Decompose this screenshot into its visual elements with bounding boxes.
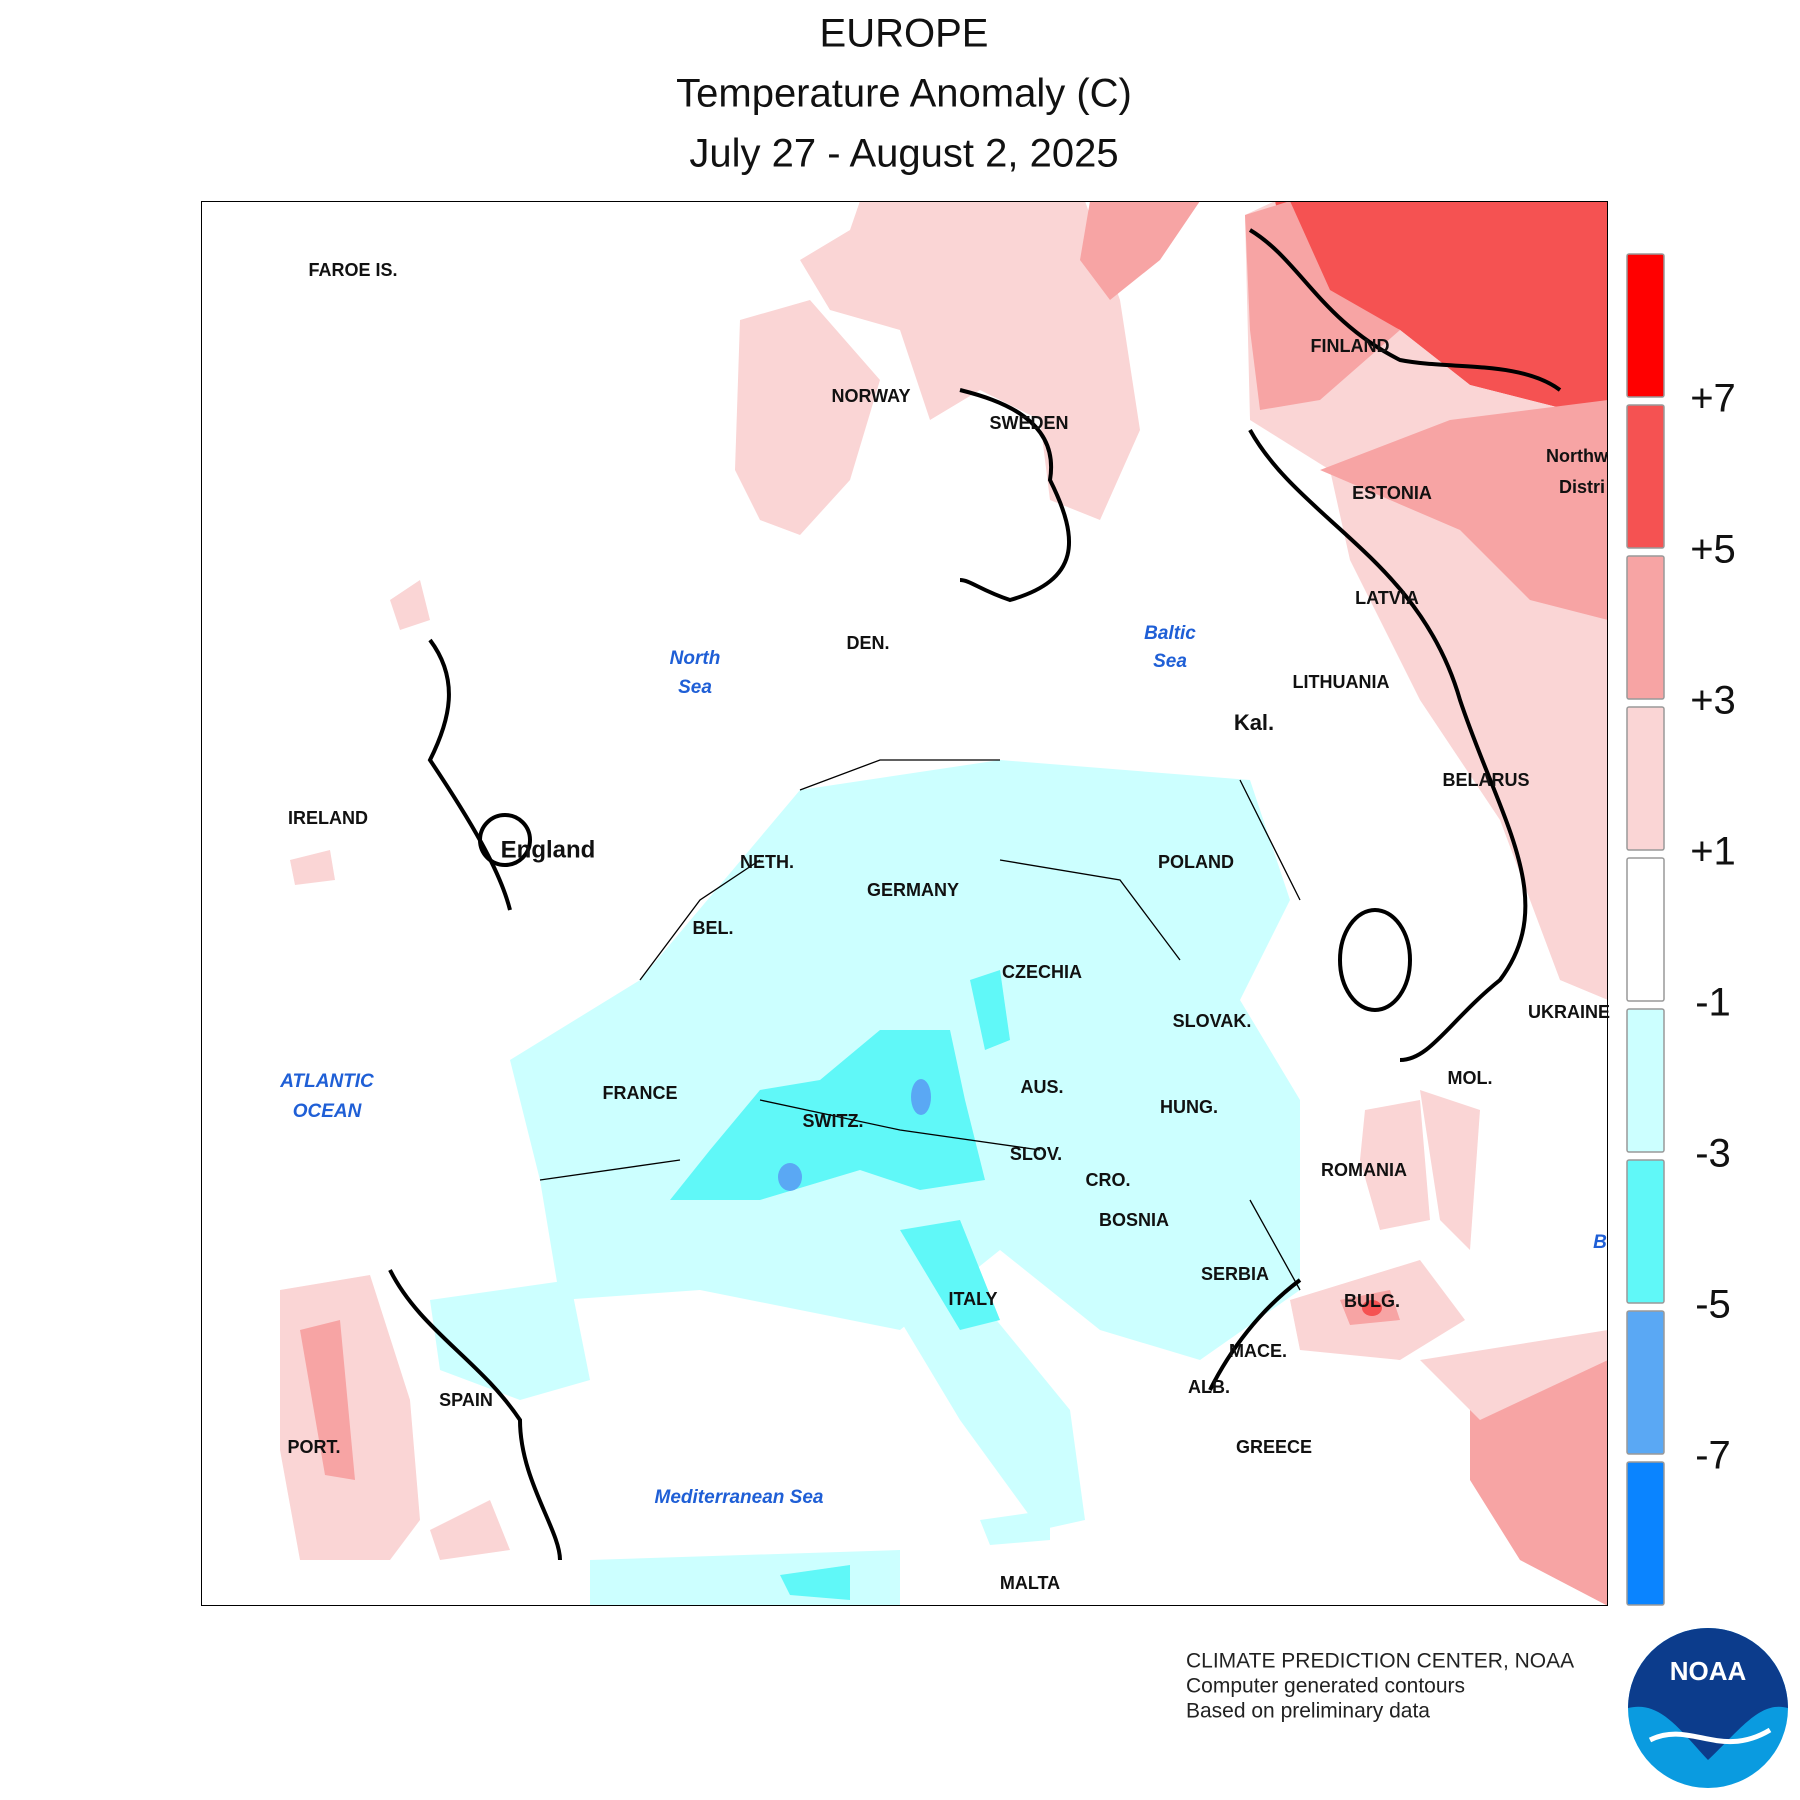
place-label: SWITZ.	[803, 1111, 864, 1131]
anomaly-region	[1275, 201, 1608, 420]
place-label: SLOV.	[1010, 1144, 1062, 1164]
sea-label: Mediterranean Sea	[655, 1487, 824, 1508]
map-fields	[201, 201, 1608, 1606]
place-label: Northw	[1546, 446, 1609, 466]
subtitle: Temperature Anomaly (C)	[676, 72, 1132, 116]
footer-line: Computer generated contours	[1186, 1675, 1465, 1698]
place-label: BEL.	[692, 918, 733, 938]
anomaly-region	[430, 1280, 590, 1400]
place-label: POLAND	[1158, 852, 1234, 872]
logo-text: NOAA	[1670, 1656, 1747, 1686]
legend-swatch	[1626, 404, 1665, 549]
footer-line: CLIMATE PREDICTION CENTER, NOAA	[1186, 1650, 1574, 1673]
legend-swatch	[1626, 1008, 1665, 1153]
legend-swatch	[1626, 857, 1665, 1002]
place-label: FINLAND	[1311, 336, 1390, 356]
anomaly-region	[980, 1510, 1050, 1545]
map-labels: FAROE IS. NORWAY SWEDEN FINLAND Northw D…	[279, 260, 1610, 1593]
legend-swatch	[1626, 706, 1665, 851]
noaa-logo: NOAA	[1628, 1628, 1788, 1788]
place-label: SERBIA	[1201, 1264, 1269, 1284]
place-label: Distri	[1559, 477, 1605, 497]
place-label: Kal.	[1234, 710, 1274, 735]
sea-label: Baltic	[1144, 623, 1196, 644]
sea-label: B	[1593, 1232, 1607, 1253]
place-label: NORWAY	[831, 386, 910, 406]
anomaly-region	[970, 970, 1010, 1050]
anomaly-region	[290, 850, 335, 885]
title: EUROPE	[820, 12, 989, 56]
place-label: GREECE	[1236, 1437, 1312, 1457]
anomaly-region	[1362, 1300, 1382, 1316]
legend-tick-label: +5	[1690, 528, 1736, 572]
legend-swatch	[1626, 1159, 1665, 1304]
place-label: MACE.	[1229, 1341, 1287, 1361]
place-label: FAROE IS.	[308, 260, 397, 280]
place-label: UKRAINE	[1528, 1002, 1610, 1022]
place-label: ROMANIA	[1321, 1160, 1407, 1180]
footer-line: Based on preliminary data	[1186, 1700, 1430, 1723]
place-label: GERMANY	[867, 880, 959, 900]
anomaly-region	[800, 201, 1140, 520]
legend-swatch	[1626, 555, 1665, 700]
place-label: IRELAND	[288, 808, 368, 828]
place-label: MALTA	[1000, 1573, 1060, 1593]
sea-label: ATLANTIC	[279, 1071, 374, 1092]
place-label: BOSNIA	[1099, 1210, 1169, 1230]
anomaly-region	[778, 1163, 802, 1191]
place-label: SWEDEN	[989, 413, 1068, 433]
place-label: LITHUANIA	[1293, 672, 1390, 692]
place-label: MOL.	[1448, 1068, 1493, 1088]
legend-swatch	[1626, 1310, 1665, 1455]
anomaly-region	[900, 1220, 1000, 1330]
place-label: BELARUS	[1442, 770, 1529, 790]
place-label: AUS.	[1020, 1077, 1063, 1097]
anomaly-region	[780, 1565, 850, 1600]
place-label: LATVIA	[1355, 588, 1419, 608]
anomaly-region	[1080, 201, 1200, 300]
place-label: SLOVAK.	[1173, 1011, 1252, 1031]
place-label: CRO.	[1086, 1170, 1131, 1190]
anomaly-region	[1420, 1330, 1608, 1420]
sea-label: Sea	[678, 677, 712, 698]
place-label: ESTONIA	[1352, 483, 1432, 503]
place-label: BULG.	[1344, 1291, 1400, 1311]
place-label: PORT.	[287, 1437, 340, 1457]
sea-label: North	[670, 648, 721, 669]
legend-swatch	[1626, 1461, 1665, 1606]
legend-tick-label: -7	[1695, 1434, 1731, 1478]
anomaly-region	[1245, 201, 1608, 1000]
legend-tick-label: +7	[1690, 377, 1736, 421]
place-label: HUNG.	[1160, 1097, 1218, 1117]
sea-label: Sea	[1153, 651, 1187, 672]
anomaly-region	[430, 1500, 510, 1560]
place-label: FRANCE	[603, 1083, 678, 1103]
anomaly-region	[1420, 1090, 1480, 1250]
place-label: ALB.	[1188, 1377, 1230, 1397]
legend-tick-label: -5	[1695, 1283, 1731, 1327]
legend: +7 +5 +3 +1 -1 -3 -5 -7	[1626, 253, 1736, 1606]
place-label: NETH.	[740, 852, 794, 872]
sea-label: OCEAN	[293, 1101, 363, 1122]
place-label: SPAIN	[439, 1390, 493, 1410]
legend-swatch	[1626, 253, 1665, 398]
anomaly-region	[1360, 1100, 1430, 1230]
place-label: DEN.	[846, 633, 889, 653]
place-label: ITALY	[948, 1289, 997, 1309]
anomaly-region	[300, 1320, 355, 1480]
place-label: England	[501, 836, 596, 863]
anomaly-region	[390, 580, 430, 630]
anomaly-region	[1245, 201, 1400, 410]
period: July 27 - August 2, 2025	[689, 132, 1118, 176]
legend-tick-label: +1	[1690, 830, 1736, 874]
legend-tick-label: -1	[1695, 981, 1731, 1025]
anomaly-region	[735, 300, 880, 535]
anomaly-region	[911, 1079, 931, 1115]
legend-tick-label: +3	[1690, 679, 1736, 723]
anomaly-region	[1320, 400, 1608, 620]
place-label: CZECHIA	[1002, 962, 1082, 982]
legend-tick-label: -3	[1695, 1132, 1731, 1176]
